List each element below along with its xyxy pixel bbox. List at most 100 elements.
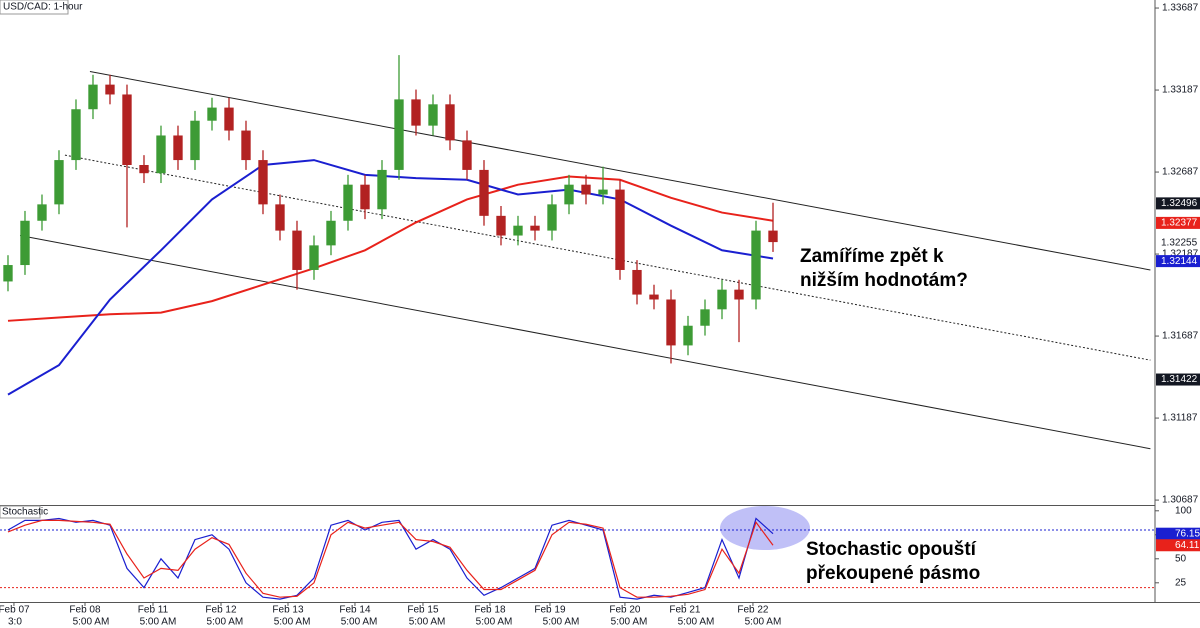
x-tick-label: Feb 12 (205, 605, 237, 616)
y-tick-label: 1.30687 (1162, 495, 1199, 506)
y-tick-label: 1.33687 (1162, 3, 1199, 14)
candle-body (649, 294, 659, 300)
price-tag-label: 1.32496 (1161, 198, 1198, 209)
x-tick-label: Feb 22 (737, 605, 769, 616)
candle-body (54, 160, 64, 205)
x-tick-label: Feb 11 (138, 605, 169, 616)
candle-body (224, 107, 234, 131)
candle-body (768, 230, 778, 243)
moving-average (7, 159, 774, 396)
candle-body (530, 225, 540, 231)
x-tick-label: Feb 19 (534, 605, 566, 616)
candle-body (20, 220, 30, 266)
trendline (89, 71, 1151, 271)
price-tag (1156, 255, 1200, 268)
candle-body (3, 265, 13, 282)
candle-body (581, 184, 591, 195)
price-tag-label: 1.32255 (1161, 238, 1198, 249)
candle-body (615, 189, 625, 270)
annotation: Zamíříme zpět k nižším hodnotám? (800, 246, 968, 291)
candle-body (632, 269, 642, 295)
candle-body (547, 204, 557, 231)
price-tag-label: 1.32377 (1161, 218, 1198, 229)
candle-body (411, 99, 421, 126)
candle-body (479, 169, 489, 216)
stoch-tag-label: 64.11 (1175, 540, 1200, 551)
y-tick-label: 1.31187 (1162, 413, 1198, 424)
candle-body (71, 109, 81, 161)
candle-body (207, 107, 217, 121)
stochastic-title: Stochastic (2, 507, 48, 518)
x-tick-label: Feb 20 (609, 605, 641, 616)
stoch-tag-label: 76.15 (1175, 528, 1200, 539)
candle-body (190, 120, 200, 161)
candle-body (598, 189, 608, 195)
candle-body (462, 140, 472, 170)
x-tick-label: Feb 07 (0, 605, 30, 616)
x-time-label: 5:00 AM (476, 617, 513, 628)
stochastic-title-box (0, 505, 41, 519)
x-time-label: 5:00 AM (207, 617, 244, 628)
candle-body (513, 225, 523, 236)
x-tick-label: Feb 08 (69, 605, 101, 616)
stoch-line (7, 519, 774, 598)
x-time-label: 3:0 (8, 617, 22, 628)
price-tag-label: 1.31422 (1161, 374, 1198, 385)
candle-body (496, 215, 506, 236)
x-time-label: 5:00 AM (409, 617, 446, 628)
candle-body (105, 84, 115, 95)
stoch-y-tick-label: 25 (1175, 577, 1187, 588)
y-tick-label: 1.31687 (1162, 331, 1199, 342)
stochastic-annotation: Stochastic opouští překoupené pásmo (806, 539, 981, 584)
x-tick-label: Feb 18 (474, 605, 506, 616)
candle-body (717, 289, 727, 310)
candle-body (37, 204, 47, 221)
stoch-y-tick-label: 50 (1175, 553, 1187, 564)
candle-body (445, 104, 455, 141)
candle-body (377, 169, 387, 210)
x-tick-label: Feb 15 (407, 605, 439, 616)
candle-body (292, 230, 302, 270)
candle-body (360, 184, 370, 210)
trendline (19, 235, 1151, 450)
stoch-tag (1156, 527, 1200, 540)
x-time-label: 5:00 AM (140, 617, 177, 628)
x-time-label: 5:00 AM (543, 617, 580, 628)
annotation-box: Zamíříme zpět k nižším hodnotám? (800, 246, 968, 291)
candle-body (241, 130, 251, 161)
x-tick-label: Feb 13 (272, 605, 304, 616)
candle-body (173, 135, 183, 161)
price-tag (1156, 216, 1200, 229)
x-time-label: 5:00 AM (678, 617, 715, 628)
y-tick-label: 1.32687 (1162, 167, 1199, 178)
chart-title: USD/CAD: 1-hour (3, 2, 83, 13)
x-time-label: 5:00 AM (745, 617, 782, 628)
price-tag (1156, 373, 1200, 386)
y-tick-label: 1.33187 (1162, 85, 1199, 96)
candle-body (156, 135, 166, 174)
candle-body (700, 309, 710, 326)
candle-body (666, 299, 676, 346)
candle-body (394, 99, 404, 170)
moving-average (7, 175, 774, 322)
candle-body (88, 84, 98, 110)
candle-body (564, 184, 574, 205)
highlight-ellipse (720, 506, 810, 550)
price-tag (1156, 236, 1200, 249)
candle-body (734, 289, 744, 300)
price-tag (1156, 197, 1200, 210)
x-tick-label: Feb 14 (339, 605, 371, 616)
y-tick-label: 1.32187 (1162, 249, 1199, 260)
x-time-label: 5:00 AM (73, 617, 110, 628)
x-tick-label: Feb 21 (669, 605, 701, 616)
plot-area (3, 55, 1151, 450)
candle-body (428, 104, 438, 126)
x-time-label: 5:00 AM (341, 617, 378, 628)
x-time-label: 5:00 AM (274, 617, 311, 628)
candle-body (309, 245, 319, 270)
candle-body (683, 325, 693, 346)
candle-body (751, 230, 761, 300)
stoch-y-tick-label: 100 (1175, 505, 1192, 516)
